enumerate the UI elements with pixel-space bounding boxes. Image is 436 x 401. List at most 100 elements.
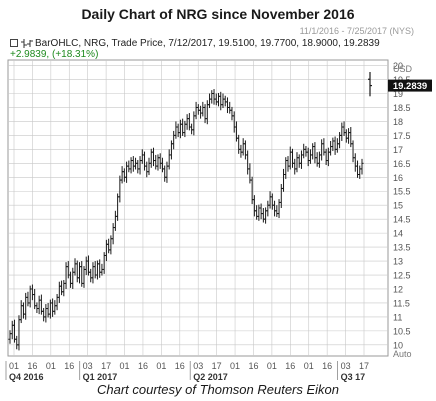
ohlc-bar [104,239,109,262]
ohlc-bar [246,150,250,175]
ohlc-bar [210,90,214,104]
ohlc-bar [127,160,131,173]
y-tick-label: 14.5 [393,215,411,225]
ohlc-bar [163,165,167,182]
ohlc-bar [57,281,61,303]
ohlc-bar [59,280,64,296]
x-tick-label: 01 [156,361,166,371]
ohlc-bar [116,193,120,221]
ohlc-bar [322,138,326,156]
quarter-label: Q2 2017 [193,372,228,382]
ohlc-bar [107,238,111,254]
ohlc-bar [17,315,21,351]
x-tick-label: 01 [120,361,130,371]
ohlc-bar [21,302,26,319]
last-price-label: 19.2839 [393,81,427,92]
ohlc-bar [156,154,160,171]
ohlc-bar [93,261,97,279]
ohlc-bar [44,304,48,323]
ohlc-bar [317,151,322,168]
ohlc-bar [261,208,265,223]
ohlc-bar [302,143,306,159]
ohlc-bar [131,156,135,172]
x-tick-label: 16 [175,361,185,371]
ohlc-bar [281,168,286,192]
ohlc-bar [77,262,82,284]
ohlc-bar [129,157,133,174]
ohlc-bar [288,146,292,170]
ohlc-bar [19,300,23,324]
ohlc-bar [268,191,272,209]
ohlc-bar-icon [21,38,33,48]
ohlc-bar [109,235,113,255]
ohlc-bar [111,223,115,245]
y-tick-label: 13.5 [393,243,411,253]
ohlc-bar [304,146,308,157]
ohlc-bar [313,142,317,164]
x-tick-label: 16 [27,361,37,371]
legend-text: BarOHLC, NRG, Trade Price, 7/12/2017, 19… [35,38,380,49]
ohlc-bar [185,114,189,130]
x-tick-label: 03 [341,361,351,371]
ohlc-bar [48,299,52,319]
ohlc-bar [167,149,171,170]
ohlc-bar [270,193,274,210]
last-ohlc-bar [368,72,372,97]
y-tick-label: 14 [393,229,403,239]
ohlc-bar [174,121,178,139]
price-bars [8,72,372,351]
y-axis: 10 10.5 11 11.5 12 12.5 13 13.5 14 14.5 15 15.5 16 16… [393,61,413,359]
y-tick-label: 10.5 [393,326,411,336]
ohlc-bar [239,144,243,158]
ohlc-bar [257,204,261,221]
x-tick-label: 17 [212,361,222,371]
y-tick-label: 12 [393,284,403,294]
y-tick-label: 18 [393,117,403,127]
ohlc-bar [147,157,151,176]
ohlc-bar [165,161,169,183]
ohlc-bar [331,137,335,152]
ohlc-bar [337,132,342,149]
ohlc-bar [295,152,299,173]
ohlc-bar [212,89,216,105]
chart-grid [7,59,389,357]
ohlc-bar [311,143,315,160]
ohlc-bar [113,210,117,231]
ohlc-bar [207,93,212,109]
ohlc-bar [216,92,221,107]
ohlc-bar [42,307,46,322]
ohlc-bar [194,101,198,120]
ohlc-bar [320,139,324,161]
y-tick-label: 10 [393,340,403,350]
ohlc-bar [335,138,339,153]
ohlc-bar [241,138,245,156]
ohlc-bar [176,123,180,138]
ohlc-bar [183,120,187,138]
y-tick-label: 15.5 [393,187,411,197]
y-tick-label: 17.5 [393,131,411,141]
ohlc-bar [293,158,297,175]
ohlc-bar [315,152,319,167]
legend-square-icon [10,39,18,48]
ohlc-bar [277,199,281,219]
ohlc-bar [275,205,279,217]
y-tick-label: 17 [393,145,403,155]
ohlc-bar [71,267,75,289]
ohlc-bar [192,111,196,136]
ohlc-bar [344,129,348,143]
ohlc-bar [50,298,55,317]
y-tick-label: 18.5 [393,103,411,113]
ohlc-bar [196,104,200,115]
x-tick-label: 16 [322,361,332,371]
ohlc-bar [237,134,241,154]
ohlc-bar [136,159,140,174]
ohlc-bar [243,140,248,160]
ohlc-bar [329,140,333,156]
quarter-label: Q4 2016 [9,372,44,382]
x-tick-label: 16 [285,361,295,371]
ohlc-bar [140,149,144,164]
y-tick-label: 13 [393,257,403,267]
y-unit-label: USD [393,64,413,74]
ohlc-bar [203,104,207,124]
ohlc-bar [26,291,30,307]
